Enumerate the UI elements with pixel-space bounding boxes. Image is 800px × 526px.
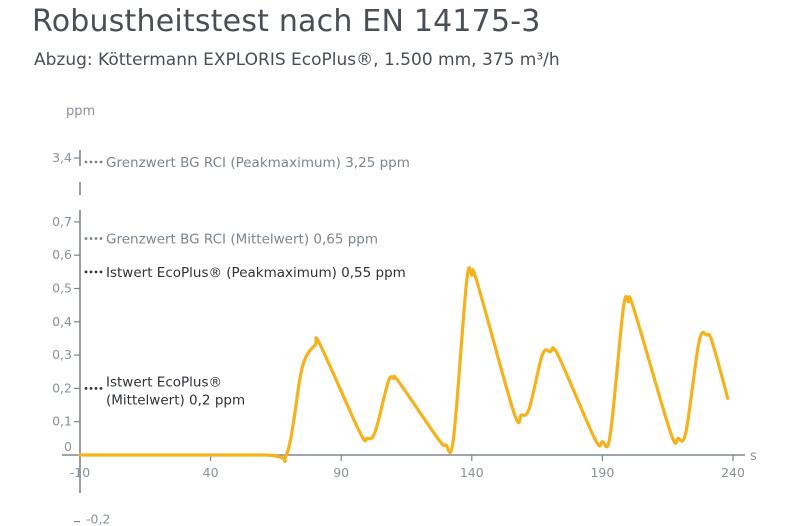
y-tick-label: 0,7 <box>52 214 72 229</box>
series-line <box>78 266 730 463</box>
x-tick-label: 140 <box>460 465 484 480</box>
y-tick-label: 3,4 <box>52 150 72 165</box>
annotation-leader-dot <box>84 160 88 164</box>
y-tick-label: 0,1 <box>52 414 72 429</box>
annotation-leader-dot <box>99 237 103 240</box>
x-tick-label: -10 <box>70 465 90 480</box>
annotation-label: Grenzwert BG RCI (Mittelwert) 0,65 ppm <box>106 232 378 248</box>
y-tick-label: 0,6 <box>52 247 72 262</box>
chart-title: Robustheitstest nach EN 14175-3 <box>32 4 541 39</box>
y-tick-label: 0,2 <box>52 380 72 395</box>
x-tick-label: 40 <box>203 465 219 480</box>
x-tick-label: 190 <box>590 465 614 480</box>
chart-series <box>78 266 730 463</box>
x-axis-unit: s <box>750 449 757 464</box>
annotation-leader-dot <box>89 237 93 240</box>
y-tick-label: -0,2 <box>86 512 110 526</box>
annotation-label: Istwert EcoPlus® <box>106 374 222 390</box>
x-tick-label: 240 <box>721 465 745 480</box>
annotation-leader-dot <box>94 237 98 240</box>
y-tick-label: 0,4 <box>52 314 72 329</box>
annotation-leader-dot <box>84 270 88 274</box>
y-tick-label: 0 <box>64 439 72 454</box>
annotation-leader-dot <box>99 387 103 390</box>
x-tick-label: 90 <box>333 465 349 480</box>
chart-annotations: Grenzwert BG RCI (Peakmaximum) 3,25 ppm G… <box>84 155 410 408</box>
y-axis-unit: ppm <box>66 104 95 119</box>
y-tick-label: 0,5 <box>52 281 72 296</box>
annotation-leader-dot <box>84 237 88 240</box>
annotation-leader-dot <box>89 387 93 390</box>
annotation-leader-dot <box>84 387 88 390</box>
annotation-label: (Mittelwert) 0,2 ppm <box>106 392 245 408</box>
chart-ticks: -10 40 90 140 190 240 3,4 0,7 0,6 0,5 0,4 0,3 0,2 0,1… <box>52 150 745 526</box>
annotation-leader-dot <box>94 387 98 390</box>
annotation-leader-dot <box>89 160 93 164</box>
annotation-leader-dot <box>89 270 93 274</box>
y-tick-label: 0,3 <box>52 347 72 362</box>
annotation-label: Grenzwert BG RCI (Peakmaximum) 3,25 ppm <box>106 155 410 171</box>
annotation-leader-dot <box>94 270 98 274</box>
annotation-leader-dot <box>99 160 103 164</box>
chart-subtitle: Abzug: Köttermann EXPLORIS EcoPlus®, 1.5… <box>34 50 560 70</box>
annotation-leader-dot <box>99 270 103 274</box>
annotation-leader-dot <box>94 160 98 164</box>
annotation-label: Istwert EcoPlus® (Peakmaximum) 0,55 ppm <box>106 265 406 281</box>
